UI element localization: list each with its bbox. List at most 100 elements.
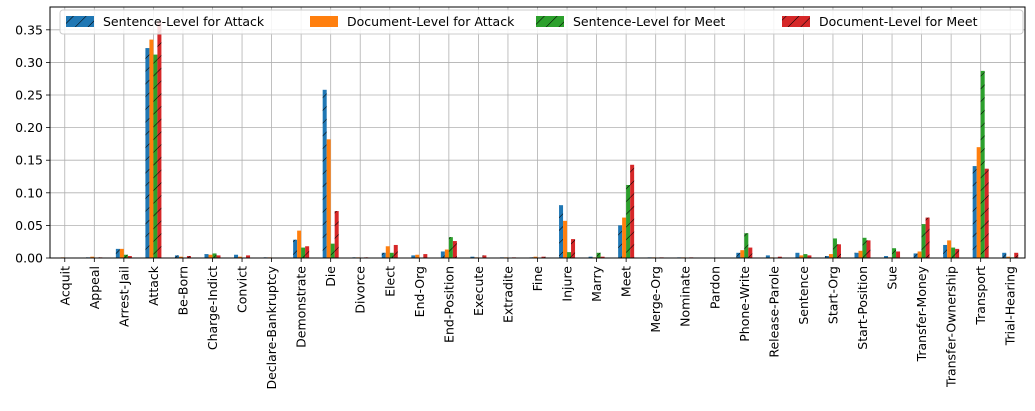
x-tick-label: Release-Parole bbox=[766, 266, 781, 358]
bar-hatch bbox=[824, 256, 829, 258]
x-tick-label: Pardon bbox=[707, 266, 722, 309]
x-tick-label: Transport bbox=[973, 266, 988, 326]
bar-hatch bbox=[186, 256, 191, 258]
x-tick-label: Convict bbox=[235, 266, 250, 313]
bar-hatch bbox=[836, 244, 841, 258]
bar-hatch bbox=[943, 244, 948, 258]
bar bbox=[799, 255, 804, 258]
legend: Sentence-Level for Attack Document-Level … bbox=[59, 9, 1024, 35]
bar bbox=[149, 39, 154, 259]
bar-hatch bbox=[293, 239, 298, 258]
bar-hatch bbox=[123, 254, 128, 258]
x-tick-label: Demonstrate bbox=[294, 266, 309, 348]
bar-hatch bbox=[334, 211, 339, 258]
bar bbox=[297, 230, 302, 258]
bar-hatch bbox=[470, 256, 475, 258]
bar-hatch bbox=[423, 254, 428, 258]
bar bbox=[563, 220, 568, 258]
bar bbox=[326, 139, 331, 258]
bar-hatch bbox=[448, 237, 453, 258]
bar bbox=[858, 250, 863, 258]
bar-hatch bbox=[559, 205, 564, 258]
y-tick-label: 0.20 bbox=[15, 120, 43, 135]
bar-hatch bbox=[736, 252, 741, 258]
x-tick-label: Injure bbox=[560, 266, 575, 302]
x-tick-label: Extradite bbox=[500, 266, 515, 323]
bar-hatch bbox=[795, 252, 800, 258]
legend-swatch-hatch bbox=[536, 16, 564, 27]
x-tick-label: Declare-Bankruptcy bbox=[264, 265, 279, 389]
bar-hatch bbox=[892, 248, 897, 258]
bar bbox=[740, 250, 745, 258]
x-tick-label: Transfer-Money bbox=[914, 265, 929, 362]
bar-hatch bbox=[482, 255, 487, 258]
bar bbox=[415, 254, 420, 258]
legend-label: Sentence-Level for Attack bbox=[103, 14, 265, 29]
bar bbox=[178, 256, 183, 258]
x-tick-label: Elect bbox=[382, 266, 397, 297]
bar-hatch bbox=[204, 254, 209, 258]
bar-hatch bbox=[322, 89, 327, 259]
bar-hatch bbox=[596, 252, 601, 258]
bar-hatch bbox=[913, 253, 918, 258]
bar-hatch bbox=[925, 217, 930, 258]
x-tick-label: Transfer-Ownership bbox=[944, 266, 959, 388]
x-tick-label: Attack bbox=[146, 265, 161, 306]
x-tick-label: Trial-Hearing bbox=[1003, 266, 1018, 346]
x-tick-label: Die bbox=[323, 266, 338, 287]
bar bbox=[119, 248, 124, 258]
y-tick-label: 0.25 bbox=[15, 88, 43, 103]
bar-hatch bbox=[174, 255, 179, 258]
x-tick-label: Fine bbox=[530, 266, 545, 292]
bar bbox=[828, 254, 833, 258]
bar-hatch bbox=[744, 233, 749, 258]
legend-swatch bbox=[310, 16, 338, 27]
x-tick-label: Phone-Write bbox=[737, 266, 752, 342]
bar-hatch bbox=[832, 238, 837, 258]
bar bbox=[917, 251, 922, 258]
bar-hatch bbox=[246, 255, 251, 258]
bar-hatch bbox=[145, 48, 150, 259]
bar bbox=[385, 246, 390, 258]
bar-hatch bbox=[212, 253, 217, 258]
legend-swatch-hatch bbox=[66, 16, 94, 27]
y-tick-label: 0.35 bbox=[15, 22, 43, 37]
x-tick-label: End-Position bbox=[441, 266, 456, 343]
bar-hatch bbox=[305, 246, 310, 258]
y-axis: 0.00 0.05 0.10 0.15 0.20 0.25 0.30 0.35 bbox=[15, 22, 50, 266]
bar-hatch bbox=[411, 255, 416, 258]
x-tick-label: Merge-Org bbox=[648, 266, 663, 333]
bar-hatch bbox=[301, 247, 306, 258]
bar-hatch bbox=[600, 256, 605, 258]
y-tick-label: 0.05 bbox=[15, 218, 43, 233]
bar-hatch bbox=[884, 256, 889, 258]
bar bbox=[622, 217, 627, 258]
bar-hatch bbox=[381, 252, 386, 258]
bar-hatch bbox=[330, 243, 335, 258]
bar-hatch bbox=[389, 252, 394, 258]
x-tick-label: End-Org bbox=[412, 266, 427, 317]
bar-hatch bbox=[626, 184, 631, 258]
bar-hatch bbox=[862, 237, 867, 258]
bar-hatch bbox=[854, 252, 859, 258]
y-tick-label: 0.15 bbox=[15, 153, 43, 168]
bar-hatch bbox=[541, 256, 546, 258]
bar bbox=[444, 249, 449, 258]
bar-hatch bbox=[567, 252, 572, 258]
bar bbox=[1006, 256, 1011, 258]
bar-hatch bbox=[803, 254, 808, 258]
bar-hatch bbox=[972, 166, 977, 258]
bar-hatch bbox=[393, 244, 398, 258]
bar-hatch bbox=[452, 241, 457, 258]
x-tick-label: Sentence bbox=[796, 266, 811, 325]
bar-hatch bbox=[984, 168, 989, 258]
y-tick-label: 0.30 bbox=[15, 55, 43, 70]
bar-hatch bbox=[216, 255, 221, 258]
bar-hatch bbox=[1014, 252, 1019, 258]
bar-hatch bbox=[571, 239, 576, 258]
bar-hatch bbox=[440, 251, 445, 258]
bar bbox=[533, 256, 538, 258]
bar-hatch bbox=[618, 225, 623, 258]
bar-hatch bbox=[115, 248, 120, 258]
